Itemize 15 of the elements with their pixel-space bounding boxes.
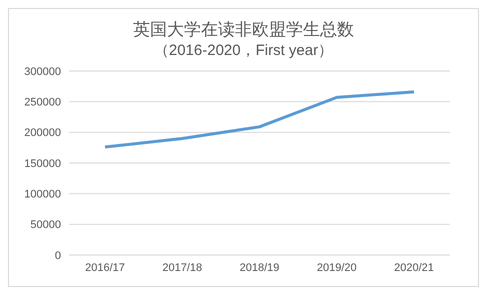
y-tick-label: 0 [54,250,61,262]
y-tick-label: 250000 [24,96,61,109]
x-tick-label: 2016/17 [85,262,125,274]
y-tick-label: 50000 [30,219,61,232]
chart-title: 英国大学在读非欧盟学生总数 [132,19,355,41]
y-tick-label: 300000 [24,66,61,78]
x-tick-label: 2019/20 [316,262,357,274]
y-tick-label: 200000 [24,127,61,140]
line-series [104,90,416,149]
y-tick-label: 100000 [24,188,61,201]
chart-subtitle: （2016-2020，First year） [152,41,334,61]
x-tick-label: 2020/21 [394,262,434,274]
x-tick-label: 2018/19 [240,262,280,274]
y-tick-label: 150000 [24,158,61,170]
x-tick-label: 2017/18 [162,262,202,274]
